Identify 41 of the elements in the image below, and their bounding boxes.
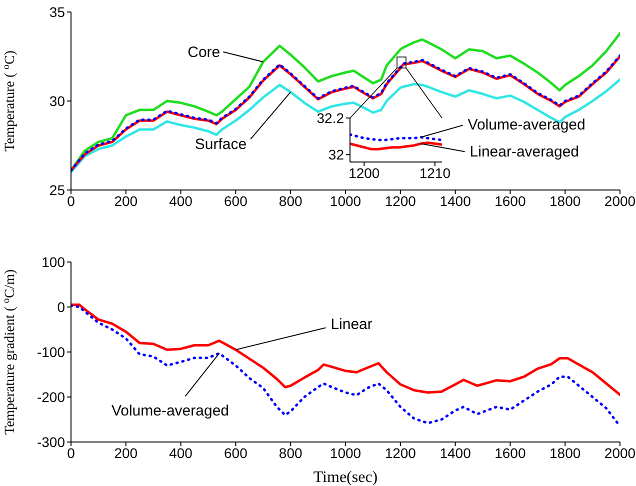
x-tick-label: 400 xyxy=(169,192,193,209)
x-tick-label: 0 xyxy=(67,444,76,461)
x-tick-label: 1600 xyxy=(494,444,526,461)
y-tick-label: 32 xyxy=(328,146,344,163)
text: Core xyxy=(188,44,220,61)
text: Volume-averaged xyxy=(111,402,230,420)
x-tick-label: 1000 xyxy=(330,192,362,209)
x-tick-label: 400 xyxy=(169,444,193,461)
x-tick-label: 1800 xyxy=(550,444,581,461)
y-tick-label: 0 xyxy=(57,298,66,315)
x-tick-label: 1400 xyxy=(440,192,472,209)
x-tick-label: 1200 xyxy=(384,444,416,461)
x-tick-label: 800 xyxy=(278,444,302,461)
x-tick-label: 1000 xyxy=(330,444,362,461)
series-label: Volume-averaged xyxy=(468,116,586,134)
x-tick-label: 0 xyxy=(67,192,76,209)
y-tick-label: 30 xyxy=(49,92,66,109)
y-tick-label: 100 xyxy=(42,254,66,270)
y-tick-label: 32.2 xyxy=(316,110,344,126)
x-tick-label: 1210 xyxy=(419,164,451,181)
x-tick-label: 200 xyxy=(114,192,138,209)
series-label: Surface xyxy=(194,136,247,154)
y-tick-label: 35 xyxy=(49,4,66,20)
x-tick-label: 1200 xyxy=(384,192,416,209)
series-label: Linear-averaged xyxy=(470,144,580,161)
y-tick-label: -300 xyxy=(36,434,66,450)
x-tick-label: 800 xyxy=(278,192,302,209)
x-tick-label: 2000 xyxy=(604,192,636,209)
y-tick-label: -200 xyxy=(36,388,66,405)
x-tick-label: 1200 xyxy=(348,164,380,181)
x-tick-label: 600 xyxy=(224,192,248,209)
x-tick-label: 1400 xyxy=(440,444,472,461)
y-tick-label: -100 xyxy=(36,344,66,360)
text: Linear xyxy=(330,316,372,333)
x-tick-label: 600 xyxy=(224,444,248,461)
x-tick-label: 2000 xyxy=(604,444,636,461)
x-tick-label: 1600 xyxy=(494,192,526,209)
x-axis-title: Time(sec) xyxy=(313,469,378,486)
x-tick-label: 1800 xyxy=(550,192,581,209)
x-tick-label: 200 xyxy=(114,444,138,461)
y-tick-label: 25 xyxy=(49,182,66,198)
